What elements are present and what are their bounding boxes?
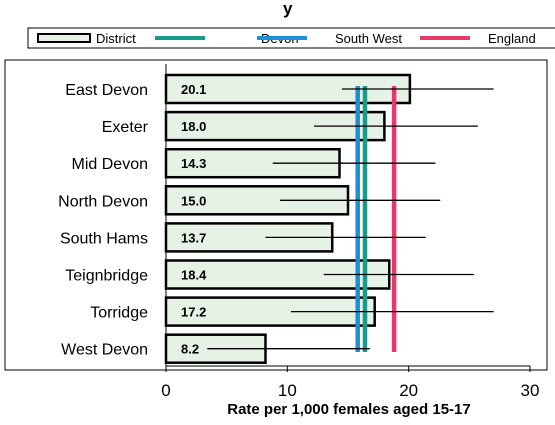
x-axis-label: Rate per 1,000 females aged 15-17 bbox=[227, 401, 470, 418]
value-label-torridge: 17.2 bbox=[181, 305, 206, 320]
legend-swatch-district bbox=[37, 33, 91, 43]
legend-label-south-west: South West bbox=[335, 31, 402, 46]
x-tick-label: 30 bbox=[521, 381, 540, 400]
category-label-west-devon: West Devon bbox=[61, 342, 148, 359]
value-label-teignbridge: 18.4 bbox=[181, 268, 207, 283]
value-label-east-devon: 20.1 bbox=[181, 82, 206, 97]
value-label-exeter: 18.0 bbox=[181, 119, 206, 134]
error-bars-layer bbox=[207, 88, 494, 350]
chart-title-fragment: y bbox=[283, 0, 293, 18]
category-label-mid-devon: Mid Devon bbox=[72, 156, 148, 173]
category-label-south-hams: South Hams bbox=[60, 230, 148, 247]
reference-lines-layer bbox=[355, 86, 397, 352]
category-labels: East Devon Exeter Mid Devon North Devon Sout… bbox=[58, 82, 148, 359]
value-label-north-devon: 15.0 bbox=[181, 193, 206, 208]
x-tick-label: 10 bbox=[278, 381, 297, 400]
category-label-north-devon: North Devon bbox=[58, 193, 148, 210]
x-axis-ticks: 0 10 20 30 bbox=[161, 366, 539, 400]
x-tick-label: 0 bbox=[161, 381, 170, 400]
category-label-east-devon: East Devon bbox=[65, 82, 148, 99]
value-labels: 20.1 18.0 14.3 15.0 13.7 18.4 17.2 8.2 bbox=[181, 82, 207, 357]
category-label-exeter: Exeter bbox=[102, 119, 149, 136]
legend-label-district: District bbox=[96, 31, 136, 46]
x-tick-label: 20 bbox=[399, 381, 418, 400]
value-label-south-hams: 13.7 bbox=[181, 230, 206, 245]
category-label-torridge: Torridge bbox=[90, 305, 148, 322]
legend-label-england: England bbox=[488, 31, 536, 46]
value-label-west-devon: 8.2 bbox=[181, 342, 199, 357]
category-label-teignbridge: Teignbridge bbox=[65, 268, 148, 285]
value-label-mid-devon: 14.3 bbox=[181, 156, 206, 171]
